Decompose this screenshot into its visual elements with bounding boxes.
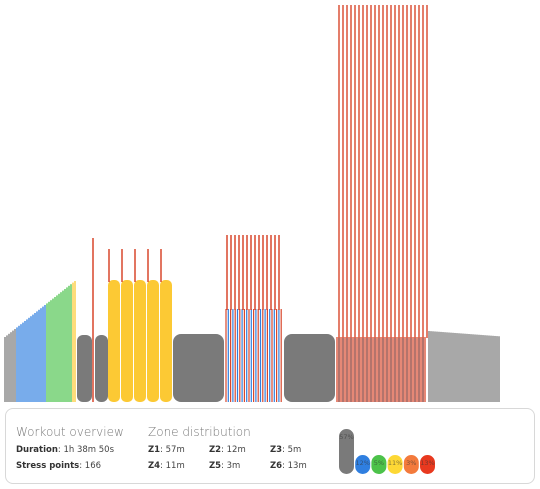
tempo-block bbox=[147, 280, 159, 402]
zone-percent-bar bbox=[420, 455, 435, 474]
stress-points-value: : 166 bbox=[79, 461, 102, 471]
zone-percent-label: 57% bbox=[339, 433, 353, 441]
zone-percent-label: 12% bbox=[355, 459, 369, 467]
tempo-block bbox=[121, 280, 133, 402]
workout-overview-title: Workout overview bbox=[16, 425, 124, 439]
rest-block bbox=[77, 335, 92, 402]
tempo-block bbox=[134, 280, 146, 402]
zone-4-time: Z4: 11m bbox=[148, 461, 185, 471]
zone-percent-label: 5% bbox=[374, 459, 384, 467]
zone-2-time: Z2: 12m bbox=[209, 445, 246, 455]
recovery-block bbox=[284, 334, 335, 402]
workout-summary-panel: Workout overview Duration: 1h 38m 50s St… bbox=[5, 408, 535, 484]
zone-distribution-title: Zone distribution bbox=[148, 425, 251, 439]
zone-percent-bar bbox=[403, 455, 419, 474]
zone-percent-bar bbox=[355, 455, 371, 474]
zone-5-time: Z5: 3m bbox=[209, 461, 241, 471]
zone-percent-bars: 57% 12% 5% 11% 3% 13% bbox=[339, 429, 435, 474]
zone-percent-bar bbox=[339, 429, 354, 474]
stress-points-stat: Stress points: 166 bbox=[16, 461, 101, 471]
zone-6-time: Z6: 13m bbox=[270, 461, 307, 471]
workout-profile-chart bbox=[4, 5, 500, 402]
zone-percent-label: 13% bbox=[420, 459, 434, 467]
zone-percent-bar bbox=[387, 455, 403, 474]
zone-percent-label: 3% bbox=[406, 459, 416, 467]
zone-percent-bar bbox=[371, 455, 387, 474]
tempo-block bbox=[160, 280, 172, 402]
recovery-block bbox=[173, 334, 224, 402]
rest-block bbox=[95, 335, 108, 402]
duration-label: Duration bbox=[16, 445, 58, 455]
duration-stat: Duration: 1h 38m 50s bbox=[16, 445, 114, 455]
zone-3-time: Z3: 5m bbox=[270, 445, 302, 455]
zone-percent-label: 11% bbox=[388, 459, 402, 467]
tempo-block bbox=[108, 280, 120, 402]
stress-points-label: Stress points bbox=[16, 461, 80, 471]
duration-value: : 1h 38m 50s bbox=[57, 445, 115, 455]
zone-1-time: Z1: 57m bbox=[148, 445, 185, 455]
